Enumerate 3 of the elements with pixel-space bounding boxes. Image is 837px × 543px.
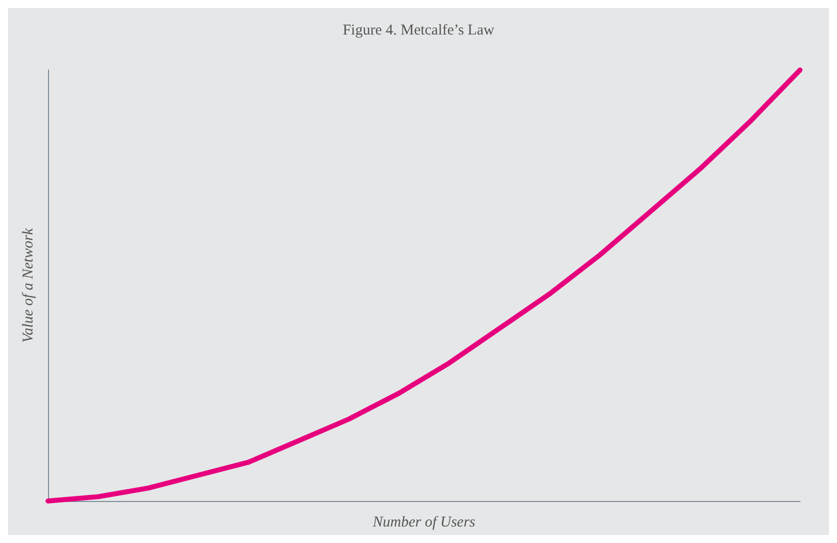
y-axis-title: Value of a Network bbox=[20, 228, 36, 343]
x-axis-title: Number of Users bbox=[372, 514, 476, 530]
chart-title: Figure 4. Metcalfe’s Law bbox=[342, 22, 494, 38]
